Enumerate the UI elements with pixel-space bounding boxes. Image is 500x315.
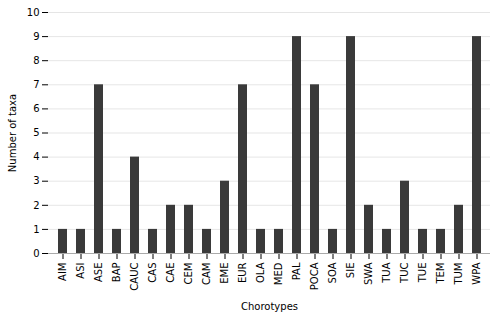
svg-text:MED: MED (273, 262, 284, 285)
svg-text:10: 10 (27, 7, 40, 18)
svg-text:4: 4 (33, 151, 39, 162)
svg-text:TUA: TUA (381, 262, 392, 283)
svg-text:EME: EME (219, 263, 230, 284)
svg-text:3: 3 (33, 175, 39, 186)
svg-text:6: 6 (33, 103, 39, 114)
svg-text:SWA: SWA (363, 262, 374, 285)
svg-text:BAP: BAP (111, 263, 122, 283)
svg-text:SIE: SIE (345, 263, 356, 279)
svg-text:2: 2 (33, 200, 39, 211)
svg-text:TEM: TEM (435, 263, 446, 285)
svg-text:TUE: TUE (417, 263, 428, 284)
svg-text:TUC: TUC (399, 262, 410, 283)
svg-text:9: 9 (33, 31, 39, 42)
svg-text:ASE: ASE (93, 263, 104, 283)
svg-text:Chorotypes: Chorotypes (241, 301, 298, 312)
svg-text:SOA: SOA (327, 262, 338, 283)
svg-text:CAS: CAS (147, 263, 158, 283)
svg-text:AIM: AIM (57, 263, 68, 281)
svg-text:WPA: WPA (471, 262, 482, 284)
svg-text:OLA: OLA (255, 262, 266, 283)
svg-text:CAM: CAM (201, 263, 212, 285)
svg-text:ASI: ASI (75, 263, 86, 279)
svg-text:CAE: CAE (165, 263, 176, 283)
svg-text:8: 8 (33, 55, 39, 66)
svg-text:CEM: CEM (183, 263, 194, 285)
svg-text:EUR: EUR (237, 262, 248, 283)
svg-text:PAL: PAL (291, 262, 302, 280)
svg-text:CAUC: CAUC (129, 262, 140, 290)
svg-text:7: 7 (33, 79, 39, 90)
svg-text:TUM: TUM (453, 263, 464, 286)
svg-text:0: 0 (33, 248, 39, 259)
svg-text:1: 1 (33, 224, 39, 235)
svg-text:5: 5 (33, 127, 39, 138)
svg-text:POCA: POCA (309, 262, 320, 290)
svg-text:Number of taxa: Number of taxa (7, 94, 18, 172)
